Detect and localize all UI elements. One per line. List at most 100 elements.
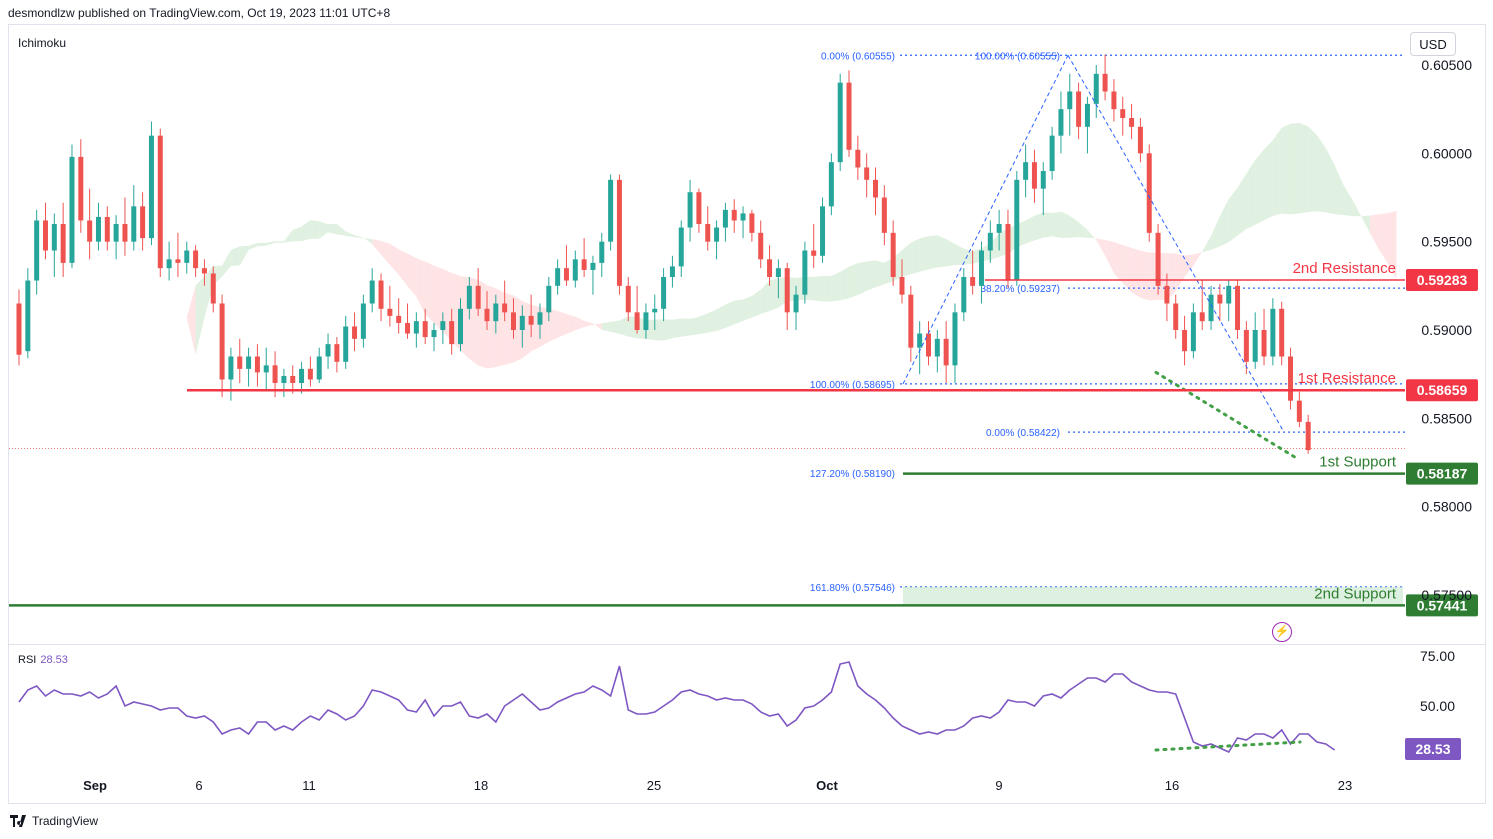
candle-body [334, 344, 340, 362]
candle-body [113, 224, 119, 242]
lightning-icon[interactable]: ⚡ [1272, 622, 1292, 642]
candle-body [767, 259, 773, 277]
candle-body [917, 333, 923, 348]
cloud-segment [239, 245, 249, 266]
candle-body [1084, 103, 1090, 127]
cloud-segment [372, 239, 382, 255]
cloud-segment [248, 242, 258, 250]
candle-body [51, 224, 57, 251]
candle-body [1279, 308, 1285, 357]
cloud-segment [336, 224, 346, 236]
candle-body [1288, 356, 1294, 401]
level-label: 1st Resistance [1298, 370, 1396, 387]
cloud-segment [857, 261, 867, 296]
candle-body [87, 220, 93, 242]
candle-body [263, 365, 269, 373]
x-tick-label: 23 [1337, 778, 1353, 793]
cloud-segment [1264, 140, 1273, 221]
rsi-label: RSI [18, 654, 37, 666]
footer-brand[interactable]: TradingView [10, 814, 98, 828]
fibonacci-lines: 0.00% (0.60555) 100.00% (0.60555) 38.20% (… [810, 51, 1405, 606]
cloud-segment [195, 276, 205, 355]
candle-body [25, 280, 31, 352]
candle-body [122, 224, 128, 242]
cloud-segment [398, 249, 408, 287]
cloud-segment [1219, 199, 1229, 247]
x-tick-label: 18 [473, 778, 489, 793]
candle-body [828, 162, 834, 207]
level-price-value: 0.59283 [1417, 272, 1468, 288]
candle-body [1173, 303, 1179, 330]
candle-body [625, 285, 631, 313]
cloud-segment [1105, 239, 1114, 274]
cloud-segment [1140, 250, 1150, 301]
fib-label: 127.20% (0.58190) [810, 469, 895, 480]
cloud-segment [407, 253, 417, 297]
candle-body [34, 220, 40, 281]
candle-body [1023, 162, 1029, 180]
cloud-segment [354, 235, 364, 238]
candle-body [175, 259, 181, 263]
candle-body [1296, 400, 1302, 422]
y-tick-label: 0.59000 [1421, 322, 1472, 338]
candle-body [714, 227, 720, 242]
level-label: 2nd Support [1314, 585, 1397, 602]
x-tick-label: 9 [995, 778, 1003, 793]
candle-body [546, 285, 552, 313]
cloud-segment [1113, 241, 1123, 284]
cloud-segment [292, 226, 302, 242]
candle-body [996, 224, 1002, 233]
cloud-segment [1175, 253, 1185, 292]
y-tick-label: 0.60500 [1421, 57, 1472, 73]
cloud-segment [1060, 211, 1070, 239]
candle-body [581, 259, 587, 270]
cloud-segment [328, 224, 337, 235]
y-tick-label: 0.57500 [1421, 587, 1472, 603]
cloud-segment [1378, 212, 1388, 264]
candle-body [590, 262, 596, 270]
indicator-name[interactable]: Ichimoku [18, 36, 67, 50]
candle-body [1190, 312, 1196, 352]
cloud-segment [831, 271, 841, 302]
rsi-legend-value: 28.53 [40, 654, 68, 666]
candle-body [970, 277, 976, 286]
candle-body [1111, 91, 1117, 110]
candle-body [1005, 224, 1011, 281]
y-tick-label: 0.60000 [1421, 145, 1472, 161]
candle-body [678, 227, 684, 267]
fib-label: 0.00% (0.58422) [986, 428, 1060, 439]
cloud-segment [1369, 214, 1379, 250]
candle-body [69, 156, 75, 263]
candle-body [722, 209, 728, 228]
cloud-segment [486, 285, 496, 369]
ichimoku-cloud [177, 123, 1397, 369]
candle-body [493, 303, 499, 322]
fib-label: 38.20% (0.59237) [980, 284, 1060, 295]
rsi-legend[interactable]: RSI 28.53 [18, 654, 68, 666]
x-tick-label: 11 [302, 778, 316, 793]
candle-body [961, 277, 967, 313]
candle-body [60, 224, 66, 263]
level-price-tag [1406, 462, 1478, 485]
y-tick-label: 0.58000 [1421, 499, 1472, 515]
cloud-segment [946, 238, 955, 267]
cloud-segment [1043, 212, 1053, 238]
candle-body [784, 268, 790, 313]
candle-body [1305, 421, 1311, 451]
candle-body [1261, 330, 1267, 357]
chart-frame [8, 24, 1486, 804]
candle-body [820, 206, 826, 256]
cloud-segment [663, 319, 673, 341]
cloud-segment [875, 260, 885, 288]
candle-body [1120, 109, 1126, 118]
cloud-segment [434, 265, 443, 333]
candle-body [148, 135, 154, 239]
candle-body [519, 315, 525, 330]
currency-button[interactable]: USD [1410, 32, 1456, 56]
publisher-line: desmondlzw published on TradingView.com,… [8, 6, 391, 20]
cloud-segment [566, 313, 576, 334]
cloud-segment [557, 311, 567, 338]
pane-separator[interactable] [9, 644, 1485, 645]
candle-body [1058, 109, 1064, 136]
